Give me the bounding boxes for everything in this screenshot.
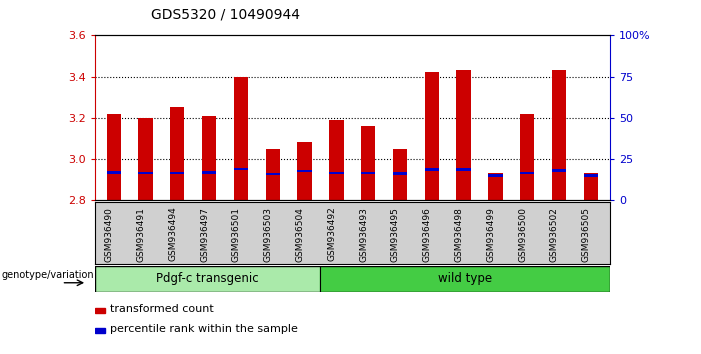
Text: GSM936505: GSM936505 (582, 207, 591, 262)
Text: GSM936498: GSM936498 (454, 207, 463, 262)
Bar (320, 266, 610, 292)
Text: GSM936491: GSM936491 (137, 207, 146, 262)
Text: GSM936492: GSM936492 (327, 207, 336, 262)
Bar (297, 142, 312, 200)
Text: GSM936495: GSM936495 (391, 207, 400, 262)
Bar (233, 76, 248, 200)
Bar (456, 70, 471, 200)
Text: GDS5320 / 10490944: GDS5320 / 10490944 (151, 7, 300, 21)
Bar (233, 168, 248, 170)
Bar (107, 114, 121, 200)
Text: GSM936501: GSM936501 (232, 207, 241, 262)
Bar (170, 107, 184, 200)
Bar (393, 172, 407, 175)
Text: GSM936504: GSM936504 (296, 207, 304, 262)
Bar (95, 266, 320, 292)
Bar (456, 168, 471, 171)
Bar (329, 120, 343, 200)
Text: percentile rank within the sample: percentile rank within the sample (110, 324, 298, 334)
Bar (107, 171, 121, 174)
Text: GSM936502: GSM936502 (550, 207, 559, 262)
Text: Pdgf-c transgenic: Pdgf-c transgenic (156, 272, 259, 285)
Text: GSM936497: GSM936497 (200, 207, 209, 262)
Bar (202, 116, 217, 200)
Bar (584, 173, 598, 200)
Bar (329, 172, 343, 175)
Bar (520, 114, 534, 200)
Text: GSM936496: GSM936496 (423, 207, 432, 262)
Bar (138, 118, 153, 200)
Bar (552, 70, 566, 200)
Bar (95, 308, 105, 313)
Text: GSM936493: GSM936493 (359, 207, 368, 262)
Bar (297, 170, 312, 172)
Bar (425, 168, 439, 171)
Text: wild type: wild type (438, 272, 492, 285)
Text: genotype/variation: genotype/variation (2, 270, 95, 280)
Text: transformed count: transformed count (110, 304, 214, 314)
Text: GSM936499: GSM936499 (486, 207, 496, 262)
Bar (266, 149, 280, 200)
Bar (266, 173, 280, 175)
Bar (520, 172, 534, 175)
Bar (425, 73, 439, 200)
Text: GSM936494: GSM936494 (168, 207, 177, 262)
Bar (202, 171, 217, 174)
Text: GSM936500: GSM936500 (518, 207, 527, 262)
Bar (170, 172, 184, 175)
Text: GSM936490: GSM936490 (104, 207, 114, 262)
Bar (393, 149, 407, 200)
Bar (584, 174, 598, 177)
Bar (488, 173, 503, 200)
Bar (552, 169, 566, 172)
Bar (138, 172, 153, 175)
Bar (361, 126, 375, 200)
Bar (95, 328, 105, 333)
Bar (361, 172, 375, 175)
Text: GSM936503: GSM936503 (264, 207, 273, 262)
Bar (488, 174, 503, 177)
